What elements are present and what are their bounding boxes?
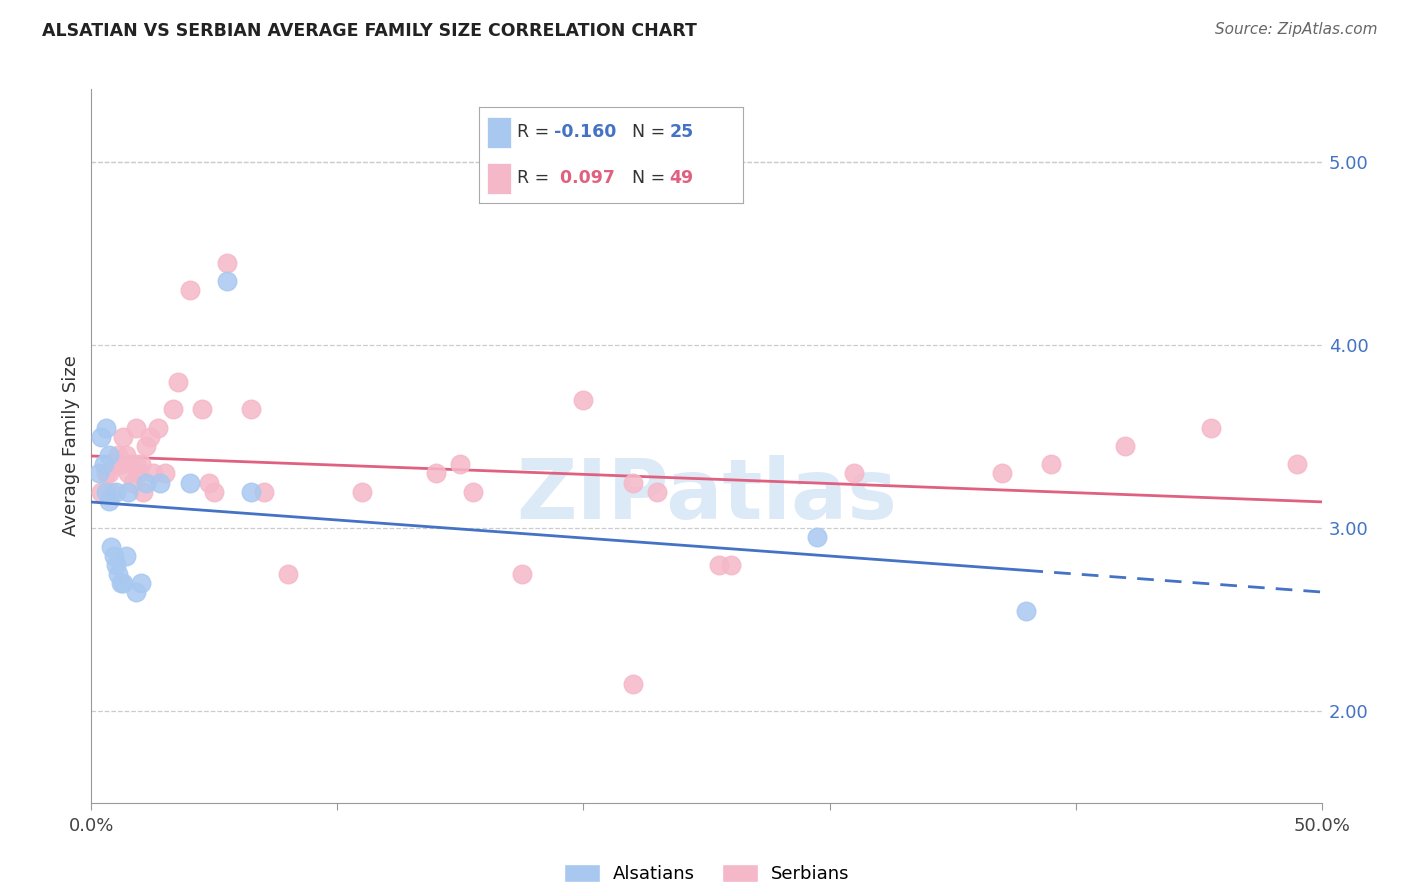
- Point: [135, 475, 156, 490]
- Point: [97, 467, 120, 481]
- Text: Source: ZipAtlas.com: Source: ZipAtlas.com: [1215, 22, 1378, 37]
- Point: [572, 393, 595, 408]
- Point: [124, 458, 146, 472]
- Point: [191, 402, 214, 417]
- Point: [720, 558, 742, 572]
- Point: [1285, 458, 1308, 472]
- Point: [1039, 458, 1063, 472]
- Point: [132, 484, 155, 499]
- Point: [105, 484, 127, 499]
- Point: [990, 467, 1012, 481]
- Point: [105, 458, 127, 472]
- Point: [114, 448, 138, 462]
- Point: [621, 475, 644, 490]
- Point: [1199, 420, 1222, 434]
- Point: [105, 558, 127, 572]
- Point: [202, 484, 225, 499]
- Text: ALSATIAN VS SERBIAN AVERAGE FAMILY SIZE CORRELATION CHART: ALSATIAN VS SERBIAN AVERAGE FAMILY SIZE …: [42, 22, 697, 40]
- Point: [100, 484, 122, 499]
- Point: [461, 484, 484, 499]
- Point: [93, 458, 115, 472]
- Point: [253, 484, 276, 499]
- Point: [240, 402, 263, 417]
- Point: [179, 284, 201, 298]
- Point: [621, 677, 644, 691]
- Point: [100, 540, 122, 554]
- Point: [139, 430, 162, 444]
- Point: [96, 420, 117, 434]
- Point: [120, 458, 142, 472]
- Point: [129, 458, 152, 472]
- Text: ZIPatlas: ZIPatlas: [516, 456, 897, 536]
- Point: [97, 494, 120, 508]
- Y-axis label: Average Family Size: Average Family Size: [62, 356, 80, 536]
- Point: [110, 458, 132, 472]
- Point: [112, 576, 135, 591]
- Point: [124, 585, 146, 599]
- Point: [107, 567, 129, 582]
- Point: [198, 475, 221, 490]
- Point: [96, 484, 117, 499]
- Point: [645, 484, 669, 499]
- Point: [122, 475, 145, 490]
- Point: [179, 475, 201, 490]
- Point: [425, 467, 447, 481]
- Point: [127, 467, 149, 481]
- Legend: Alsatians, Serbians: Alsatians, Serbians: [557, 856, 856, 890]
- Point: [215, 274, 238, 288]
- Point: [215, 256, 238, 270]
- Point: [90, 430, 112, 444]
- Point: [97, 448, 120, 462]
- Point: [240, 484, 263, 499]
- Point: [510, 567, 533, 582]
- Point: [1114, 439, 1136, 453]
- Point: [135, 439, 156, 453]
- Point: [166, 375, 188, 389]
- Point: [707, 558, 730, 572]
- Point: [149, 475, 172, 490]
- Point: [117, 484, 139, 499]
- Point: [1015, 604, 1038, 618]
- Point: [103, 549, 125, 563]
- Point: [129, 576, 152, 591]
- Point: [110, 576, 132, 591]
- Point: [124, 420, 146, 434]
- Point: [107, 448, 129, 462]
- Point: [449, 458, 471, 472]
- Point: [146, 420, 169, 434]
- Point: [87, 467, 110, 481]
- Point: [142, 467, 165, 481]
- Point: [114, 549, 138, 563]
- Point: [162, 402, 184, 417]
- Point: [90, 484, 112, 499]
- Point: [842, 467, 865, 481]
- Point: [352, 484, 374, 499]
- Point: [806, 531, 828, 545]
- Point: [117, 467, 139, 481]
- Point: [112, 430, 135, 444]
- Point: [277, 567, 299, 582]
- Point: [153, 467, 177, 481]
- Point: [96, 467, 117, 481]
